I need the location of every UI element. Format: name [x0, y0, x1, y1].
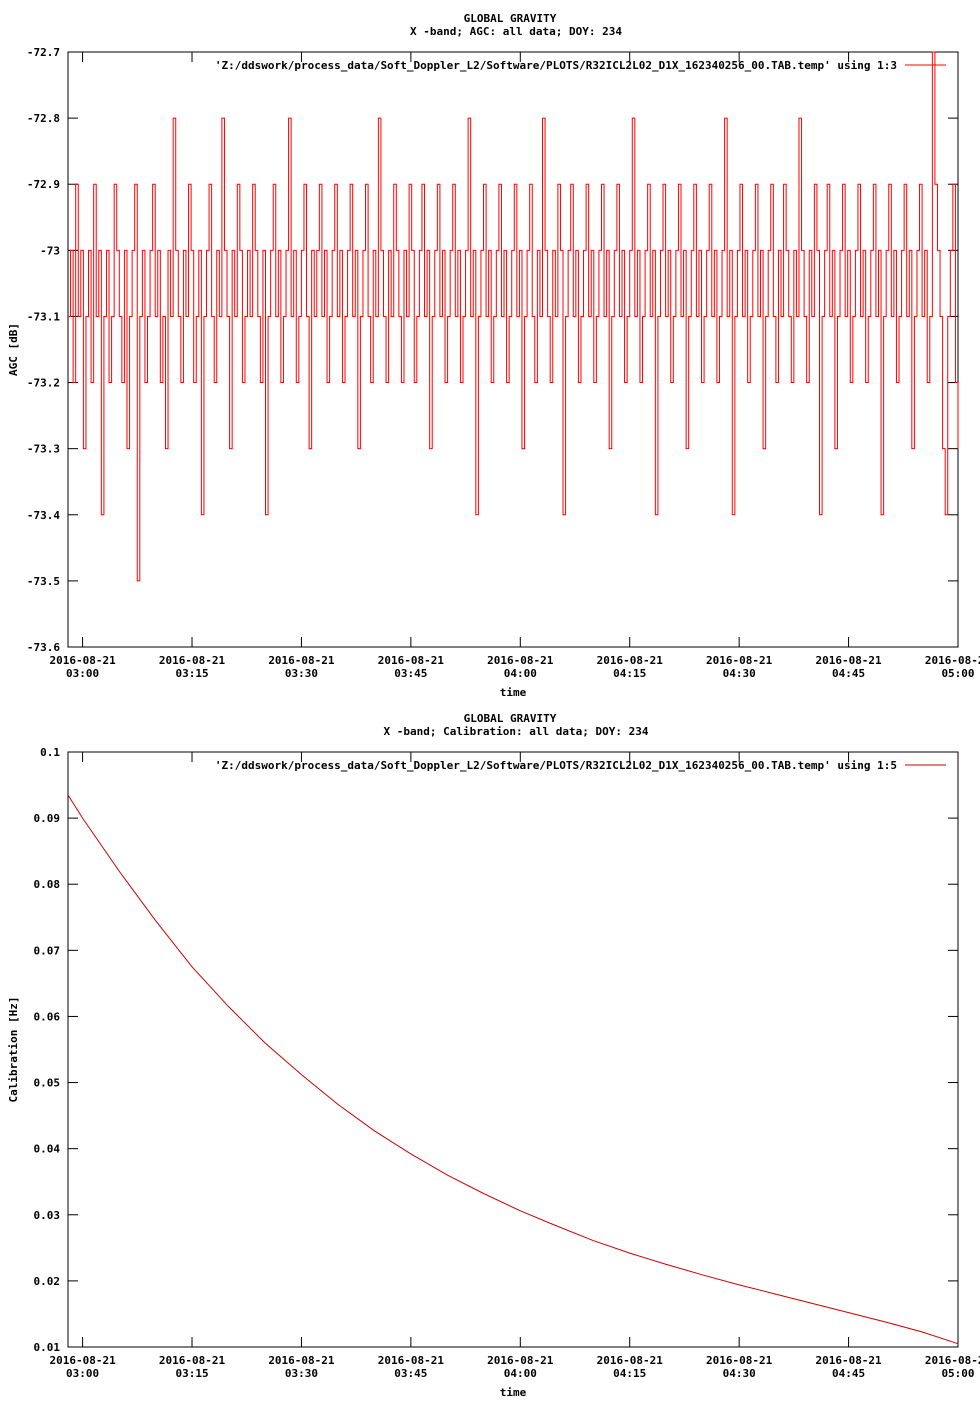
x-tick-date: 2016-08-21 [378, 654, 445, 667]
x-tick-date: 2016-08-21 [597, 654, 664, 667]
x-tick-time: 03:30 [285, 1367, 318, 1380]
x-tick-date: 2016-08-21 [487, 654, 554, 667]
x-tick-date: 2016-08-21 [487, 1354, 554, 1367]
chart-subtitle: X -band; Calibration: all data; DOY: 234 [384, 725, 649, 738]
x-tick-date: 2016-08-21 [925, 654, 980, 667]
y-tick-label: -73 [40, 244, 60, 257]
x-tick-date: 2016-08-21 [815, 1354, 882, 1367]
x-tick-time: 03:00 [66, 667, 99, 680]
y-axis-label: Calibration [Hz] [7, 997, 20, 1103]
y-tick-label: -73.3 [27, 443, 60, 456]
x-tick-time: 03:00 [66, 1367, 99, 1380]
x-tick-time: 04:45 [832, 1367, 865, 1380]
x-tick-date: 2016-08-21 [159, 1354, 226, 1367]
legend-entry-label: 'Z:/ddswork/process_data/Soft_Doppler_L2… [215, 59, 897, 72]
x-tick-date: 2016-08-21 [378, 1354, 445, 1367]
y-tick-label: -72.7 [27, 46, 60, 59]
x-tick-date: 2016-08-21 [925, 1354, 980, 1367]
x-tick-date: 2016-08-21 [268, 654, 335, 667]
y-tick-label: 0.08 [34, 878, 61, 891]
x-tick-date: 2016-08-21 [815, 654, 882, 667]
series-line [67, 794, 959, 1345]
y-tick-label: -73.6 [27, 641, 60, 654]
x-tick-time: 03:45 [394, 667, 427, 680]
x-axis-label: time [500, 686, 527, 699]
y-tick-label: 0.05 [34, 1077, 61, 1090]
y-tick-label: -73.1 [27, 310, 60, 323]
x-tick-time: 04:15 [613, 1367, 646, 1380]
x-tick-time: 04:30 [723, 667, 756, 680]
x-tick-time: 05:00 [941, 667, 974, 680]
agc-chart-panel: GLOBAL GRAVITY X -band; AGC: all data; DO… [0, 0, 980, 700]
x-tick-time: 04:45 [832, 667, 865, 680]
y-tick-label: 0.1 [40, 746, 60, 759]
plot-frame [67, 751, 959, 1348]
x-tick-time: 03:15 [175, 667, 208, 680]
y-tick-label: -73.5 [27, 575, 60, 588]
chart-title: GLOBAL GRAVITY [464, 12, 557, 25]
y-tick-label: 0.03 [34, 1209, 61, 1222]
x-axis-label: time [500, 1386, 527, 1399]
series-line [68, 51, 959, 582]
x-tick-date: 2016-08-21 [706, 654, 773, 667]
x-tick-time: 03:45 [394, 1367, 427, 1380]
y-axis-label: AGC [dB] [7, 323, 20, 376]
x-tick-time: 05:00 [941, 1367, 974, 1380]
x-tick-time: 04:00 [504, 667, 537, 680]
x-tick-time: 04:15 [613, 667, 646, 680]
x-tick-date: 2016-08-21 [597, 1354, 664, 1367]
y-tick-label: 0.06 [34, 1010, 61, 1023]
x-tick-date: 2016-08-21 [706, 1354, 773, 1367]
calibration-chart-panel: GLOBAL GRAVITY X -band; Calibration: all … [0, 700, 980, 1400]
x-tick-time: 03:15 [175, 1367, 208, 1380]
y-tick-label: -72.8 [27, 112, 60, 125]
x-tick-time: 04:00 [504, 1367, 537, 1380]
x-tick-date: 2016-08-21 [268, 1354, 335, 1367]
plot-frame [67, 51, 959, 648]
x-tick-date: 2016-08-21 [49, 1354, 116, 1367]
chart-title: GLOBAL GRAVITY [464, 712, 557, 725]
y-tick-label: 0.01 [34, 1341, 61, 1354]
x-tick-time: 03:30 [285, 667, 318, 680]
chart-subtitle: X -band; AGC: all data; DOY: 234 [410, 25, 622, 38]
x-tick-date: 2016-08-21 [159, 654, 226, 667]
x-tick-time: 04:30 [723, 1367, 756, 1380]
y-tick-label: -73.4 [27, 509, 60, 522]
y-tick-label: 0.04 [34, 1143, 61, 1156]
y-tick-label: 0.07 [34, 944, 61, 957]
legend-entry-label: 'Z:/ddswork/process_data/Soft_Doppler_L2… [215, 759, 897, 772]
y-tick-label: 0.02 [34, 1275, 61, 1288]
y-tick-label: -73.2 [27, 377, 60, 390]
y-tick-label: 0.09 [34, 812, 61, 825]
x-tick-date: 2016-08-21 [49, 654, 116, 667]
y-tick-label: -72.9 [27, 178, 60, 191]
